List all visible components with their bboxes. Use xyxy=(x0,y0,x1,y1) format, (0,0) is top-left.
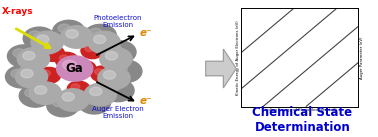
Circle shape xyxy=(84,83,116,106)
Circle shape xyxy=(23,27,56,50)
Circle shape xyxy=(17,48,50,70)
Circle shape xyxy=(34,86,47,94)
Circle shape xyxy=(13,49,25,57)
Circle shape xyxy=(19,85,51,107)
Circle shape xyxy=(8,45,40,67)
Circle shape xyxy=(59,55,68,61)
Circle shape xyxy=(73,61,96,76)
Circle shape xyxy=(52,98,65,107)
Circle shape xyxy=(84,24,116,47)
Text: Chemical State
Determination: Chemical State Determination xyxy=(253,106,352,134)
Circle shape xyxy=(25,89,37,97)
Circle shape xyxy=(100,48,132,70)
X-axis label: Binding Energy of Photoelectrons (eV): Binding Energy of Photoelectrons (eV) xyxy=(262,108,337,112)
Circle shape xyxy=(88,31,120,54)
Y-axis label: Auger Parameter (eV): Auger Parameter (eV) xyxy=(360,36,364,79)
Circle shape xyxy=(38,67,60,83)
Circle shape xyxy=(29,31,41,39)
Circle shape xyxy=(93,35,106,44)
Text: Auger Electron
Emission: Auger Electron Emission xyxy=(92,106,144,119)
Circle shape xyxy=(85,45,93,52)
Circle shape xyxy=(57,56,93,81)
Text: X-rays: X-rays xyxy=(2,7,34,16)
Circle shape xyxy=(91,66,114,82)
Circle shape xyxy=(103,71,116,79)
Text: e⁻: e⁻ xyxy=(139,28,152,38)
Circle shape xyxy=(94,69,103,75)
Circle shape xyxy=(42,70,50,76)
Circle shape xyxy=(29,82,61,104)
Circle shape xyxy=(107,83,119,92)
Circle shape xyxy=(104,41,136,63)
Circle shape xyxy=(71,84,80,90)
Circle shape xyxy=(58,24,70,33)
Circle shape xyxy=(31,31,63,54)
Circle shape xyxy=(21,69,33,78)
Circle shape xyxy=(105,52,118,60)
Circle shape xyxy=(67,81,90,97)
Circle shape xyxy=(15,65,48,88)
Circle shape xyxy=(110,60,142,82)
Circle shape xyxy=(84,95,96,104)
Circle shape xyxy=(53,20,85,43)
Circle shape xyxy=(81,43,104,59)
Circle shape xyxy=(90,87,102,96)
Circle shape xyxy=(102,79,134,102)
Circle shape xyxy=(109,45,121,53)
Circle shape xyxy=(11,69,23,78)
Text: Ga: Ga xyxy=(66,62,84,75)
Circle shape xyxy=(45,48,54,54)
Circle shape xyxy=(115,64,127,72)
Y-axis label: Kinetic Energy of Auger Electrons (eV): Kinetic Energy of Auger Electrons (eV) xyxy=(236,20,240,95)
Circle shape xyxy=(42,45,65,61)
Circle shape xyxy=(66,30,78,38)
Text: Photoelectron
Emission: Photoelectron Emission xyxy=(94,15,142,28)
Circle shape xyxy=(37,35,49,44)
Circle shape xyxy=(47,94,79,117)
Circle shape xyxy=(90,28,102,37)
Circle shape xyxy=(78,92,110,114)
Circle shape xyxy=(98,67,130,89)
Circle shape xyxy=(63,60,76,70)
Text: e⁻: e⁻ xyxy=(139,96,152,106)
Circle shape xyxy=(56,52,78,68)
Circle shape xyxy=(60,26,93,48)
Circle shape xyxy=(77,63,86,69)
Circle shape xyxy=(57,89,89,111)
Circle shape xyxy=(23,52,35,60)
Circle shape xyxy=(6,65,38,88)
Polygon shape xyxy=(206,49,236,88)
Circle shape xyxy=(62,93,74,101)
